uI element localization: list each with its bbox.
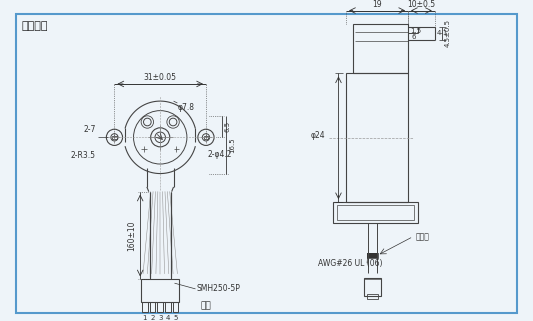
Text: 4.5±0.5: 4.5±0.5 bbox=[445, 19, 450, 48]
Text: 2: 2 bbox=[150, 315, 155, 321]
Bar bbox=[367, 253, 378, 258]
Bar bbox=[173, 302, 179, 312]
Text: 10±0.5: 10±0.5 bbox=[407, 0, 435, 9]
Bar bbox=[157, 302, 163, 312]
Text: 2-R3.5: 2-R3.5 bbox=[70, 151, 95, 160]
Bar bbox=[112, 136, 117, 139]
Text: 白色: 白色 bbox=[200, 301, 211, 310]
Bar bbox=[336, 205, 414, 220]
Bar bbox=[353, 24, 408, 74]
Text: 热缩管: 热缩管 bbox=[415, 232, 429, 241]
Bar bbox=[364, 278, 381, 296]
Text: 外形图：: 外形图： bbox=[22, 21, 49, 31]
Text: 1: 1 bbox=[143, 315, 147, 321]
Text: φ7.8: φ7.8 bbox=[177, 103, 195, 112]
Text: SMH250-5P: SMH250-5P bbox=[197, 284, 240, 293]
Text: 3: 3 bbox=[158, 315, 163, 321]
Bar bbox=[150, 302, 156, 312]
Text: 4: 4 bbox=[166, 315, 170, 321]
Text: 6: 6 bbox=[412, 34, 416, 40]
Bar bbox=[333, 202, 417, 223]
Text: 2-7: 2-7 bbox=[83, 125, 95, 134]
Text: AWG#26 UL (06): AWG#26 UL (06) bbox=[318, 259, 382, 268]
Bar bbox=[367, 253, 378, 258]
Text: 4-1: 4-1 bbox=[437, 30, 448, 36]
Text: 6.5: 6.5 bbox=[224, 121, 231, 132]
Bar bbox=[142, 302, 148, 312]
Text: 16.5: 16.5 bbox=[229, 137, 236, 153]
Bar bbox=[165, 302, 171, 312]
Text: 19: 19 bbox=[372, 0, 382, 9]
Bar bbox=[141, 279, 179, 302]
Text: 5: 5 bbox=[173, 315, 177, 321]
Text: φ24: φ24 bbox=[311, 131, 325, 140]
Text: 1.5: 1.5 bbox=[410, 28, 421, 34]
Text: 31±0.05: 31±0.05 bbox=[144, 73, 177, 82]
Bar bbox=[346, 74, 408, 202]
Bar bbox=[367, 294, 378, 299]
Text: 2-φ4.2: 2-φ4.2 bbox=[208, 150, 232, 159]
Text: 160±10: 160±10 bbox=[127, 220, 136, 251]
Bar bbox=[204, 136, 208, 139]
